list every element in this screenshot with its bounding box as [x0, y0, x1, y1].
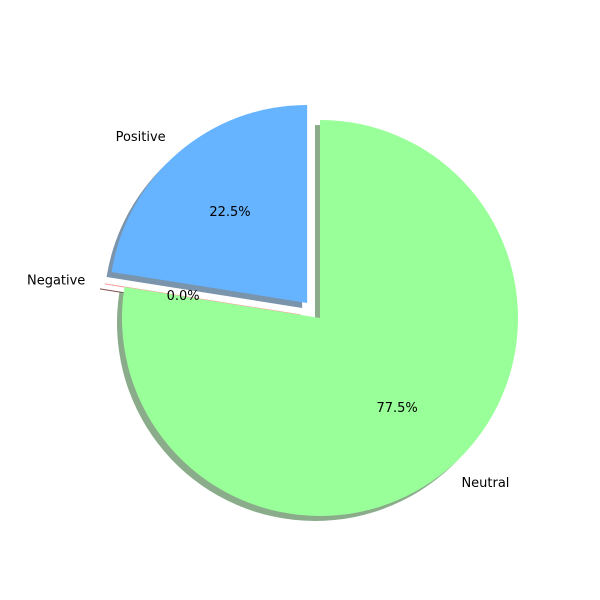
slice-label-positive: Positive [116, 130, 166, 145]
slice-label-neutral: Neutral [461, 476, 509, 491]
slice-label-negative: Negative [27, 273, 85, 288]
slice-labels: Positive 22.5% Negative 0.0% Neutral 77.5% [27, 130, 509, 491]
slice-positive [111, 104, 308, 303]
slice-pct-positive: 22.5% [209, 205, 250, 220]
pie-slices [104, 104, 518, 516]
slice-pct-neutral: 77.5% [376, 401, 417, 416]
slice-pct-negative: 0.0% [167, 289, 200, 304]
slice-neutral [122, 120, 518, 516]
